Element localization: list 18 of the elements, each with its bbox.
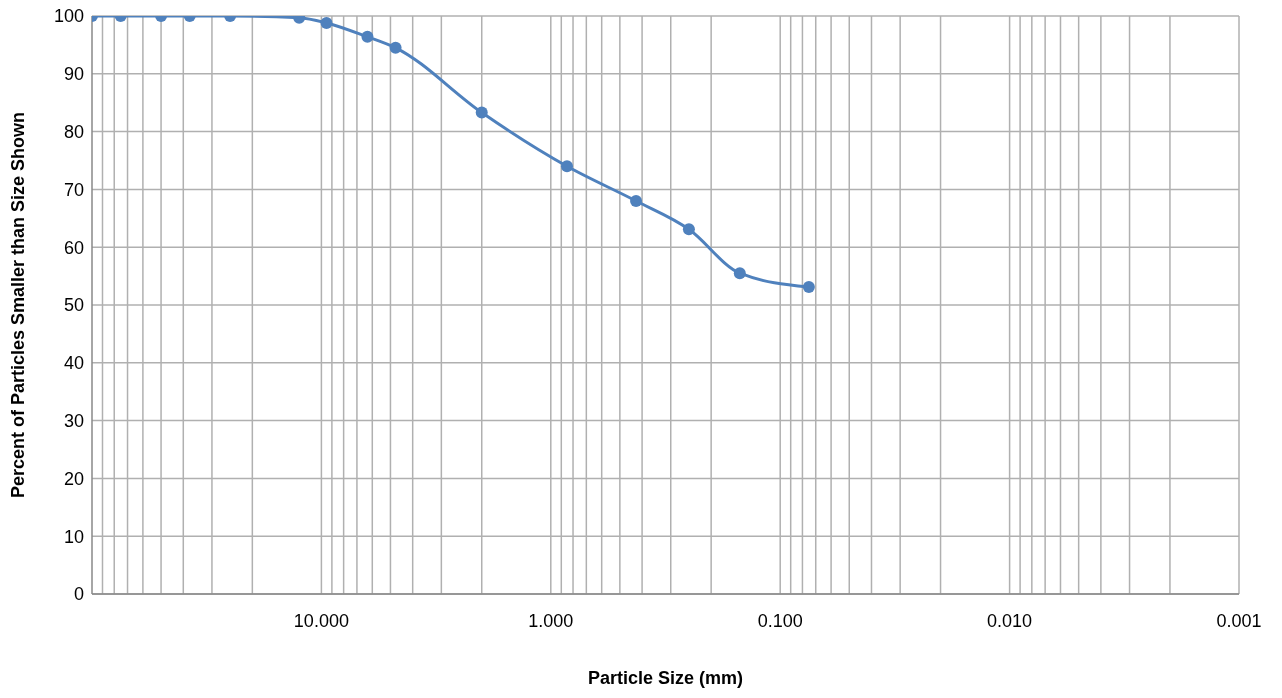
x-axis-title: Particle Size (mm) — [587, 668, 744, 688]
y-tick-label: 20 — [63, 468, 84, 489]
x-tick-label: 1.000 — [528, 610, 574, 631]
y-tick-label: 10 — [63, 526, 84, 547]
x-tick-label: 10.000 — [293, 610, 349, 631]
y-tick-label: 90 — [63, 64, 84, 85]
y-tick-label: 80 — [63, 121, 84, 142]
x-tick-label: 0.010 — [987, 610, 1033, 631]
x-tick-label: 0.100 — [757, 610, 803, 631]
x-tick-label: 0.001 — [1216, 610, 1262, 631]
y-tick-label: 60 — [63, 237, 84, 258]
y-tick-label: 70 — [63, 179, 84, 200]
y-tick-label: 100 — [53, 6, 84, 27]
y-tick-label: 50 — [63, 295, 84, 316]
y-tick-label: 30 — [63, 410, 84, 431]
y-tick-label: 0 — [73, 584, 84, 605]
y-axis-title: Percent of Particles Smaller than Size Shown — [8, 111, 29, 499]
y-tick-label: 40 — [63, 353, 84, 374]
